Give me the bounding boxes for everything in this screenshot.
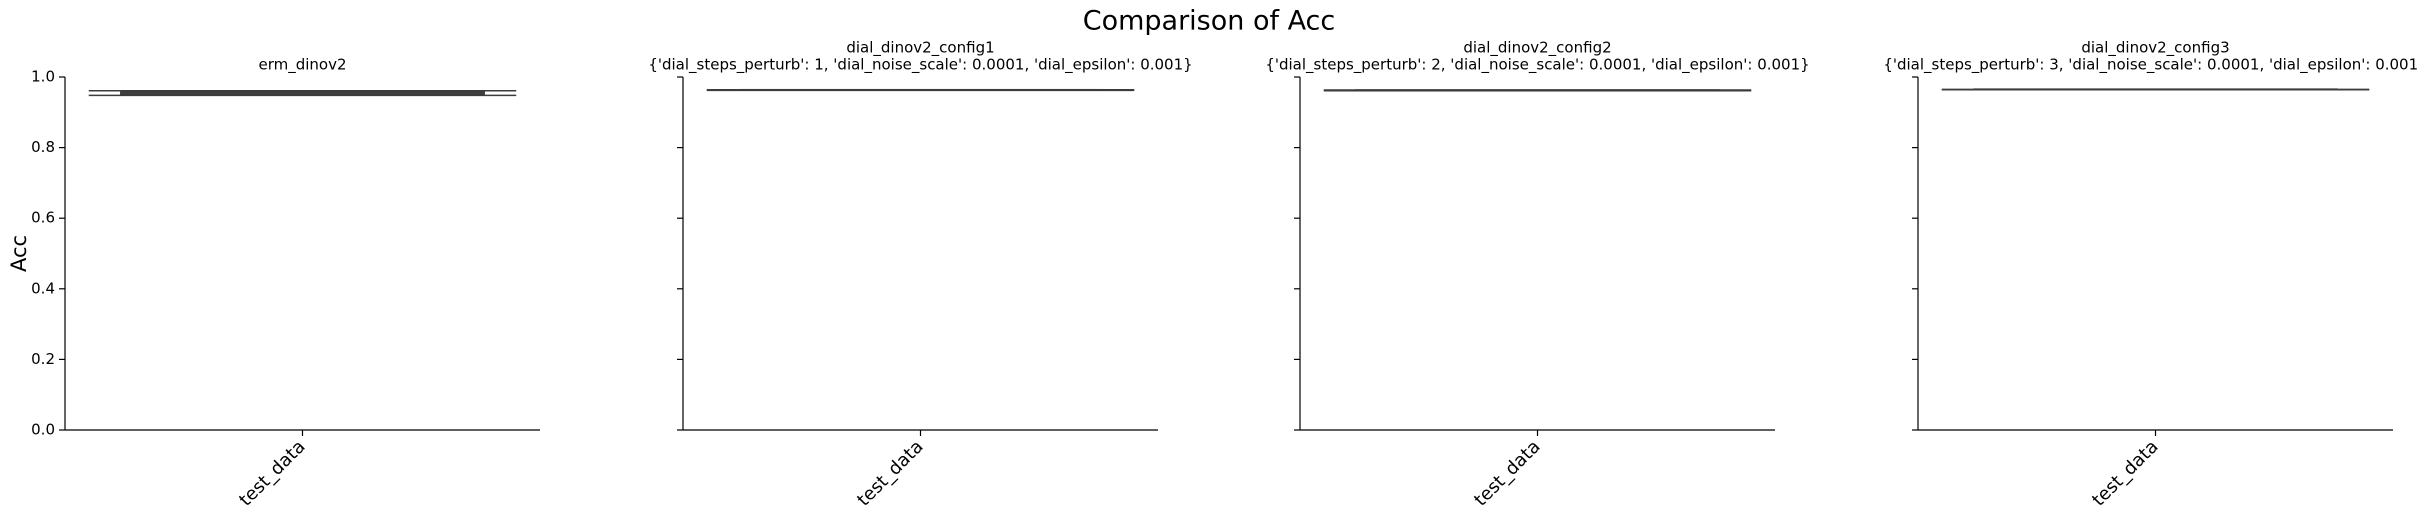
y-tick-label: 0.4 (31, 279, 55, 297)
x-tick-label: test_data (235, 436, 309, 510)
x-tick-label: test_data (1470, 436, 1544, 510)
subplot: dial_dinov2_config2{'dial_steps_perturb'… (1265, 39, 1809, 511)
subplot-subtitle: {'dial_steps_perturb': 1, 'dial_noise_sc… (648, 56, 1192, 75)
subplot-title: erm_dinov2 (258, 56, 346, 75)
y-axis-label: Acc (7, 235, 31, 272)
subplot-subtitle: {'dial_steps_perturb': 2, 'dial_noise_sc… (1265, 56, 1809, 75)
y-tick-label: 0.8 (31, 138, 55, 156)
y-tick-label: 0.0 (31, 421, 55, 439)
subplot: erm_dinov2 0.0 0.2 0.4 0.6 0.8 1.0 Acc test_data (7, 56, 540, 511)
subplot: dial_dinov2_config3{'dial_steps_perturb'… (1883, 39, 2418, 511)
y-tick-label: 0.6 (31, 209, 55, 227)
y-tick-label: 1.0 (31, 68, 55, 86)
subplot: dial_dinov2_config1{'dial_steps_perturb'… (648, 39, 1192, 511)
subplot-subtitle: {'dial_steps_perturb': 3, 'dial_noise_sc… (1883, 56, 2418, 75)
x-tick-label: test_data (853, 436, 927, 510)
y-tick-label: 0.2 (31, 350, 55, 368)
figure-title: Comparison of Acc (1083, 6, 1336, 37)
x-tick-label: test_data (2088, 436, 2162, 510)
